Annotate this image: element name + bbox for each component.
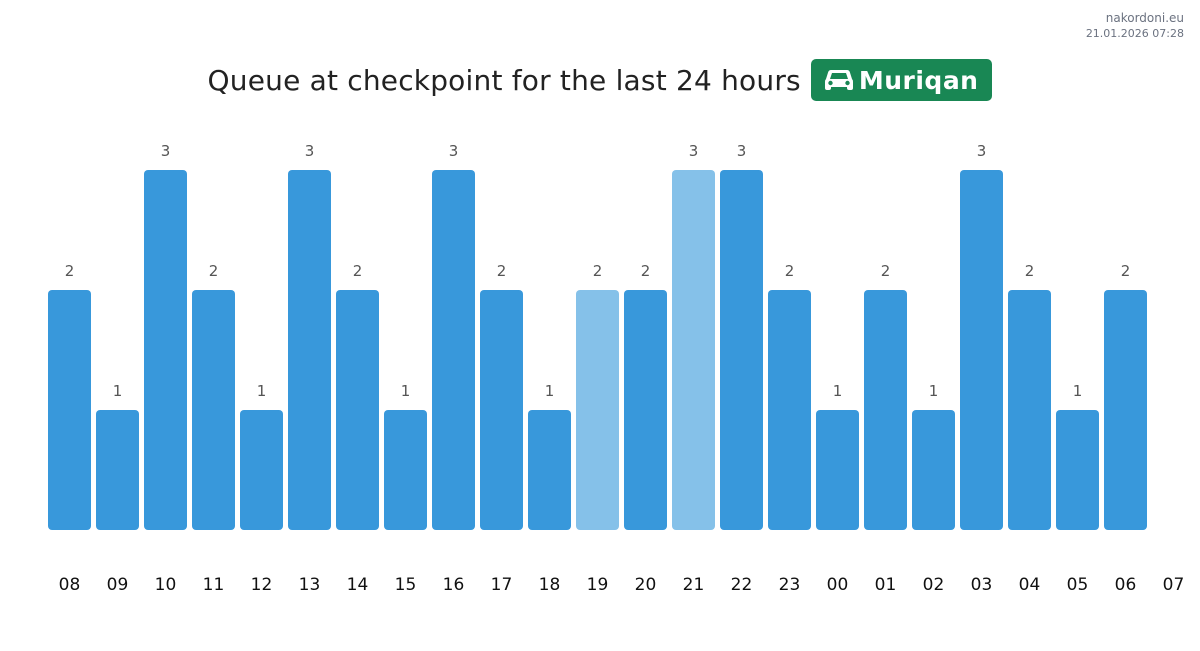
bar-value-label: 3 (449, 142, 459, 160)
x-tick-label: 15 (395, 575, 417, 595)
x-tick-label: 07 (1163, 575, 1185, 595)
bar-12 (240, 410, 283, 530)
x-tick-label: 23 (779, 575, 801, 595)
bar-16 (432, 170, 475, 530)
bar-21 (672, 170, 715, 530)
bar-14 (336, 290, 379, 530)
bar-11 (192, 290, 235, 530)
bar-09 (96, 410, 139, 530)
bar-20 (624, 290, 667, 530)
bar-08 (48, 290, 91, 530)
bar-13 (288, 170, 331, 530)
x-tick-label: 20 (635, 575, 657, 595)
bar-value-label: 3 (977, 142, 987, 160)
bar-06 (1104, 290, 1147, 530)
x-tick-label: 13 (299, 575, 321, 595)
bar-value-label: 1 (401, 382, 411, 400)
bar-18 (528, 410, 571, 530)
bar-15 (384, 410, 427, 530)
x-tick-label: 10 (155, 575, 177, 595)
bar-10 (144, 170, 187, 530)
bar-value-label: 2 (881, 262, 891, 280)
bar-value-label: 1 (257, 382, 267, 400)
bar-23 (768, 290, 811, 530)
bar-value-label: 2 (497, 262, 507, 280)
bar-value-label: 2 (65, 262, 75, 280)
x-tick-label: 06 (1115, 575, 1137, 595)
bar-17 (480, 290, 523, 530)
bar-05 (1056, 410, 1099, 530)
x-tick-label: 03 (971, 575, 993, 595)
x-tick-label: 18 (539, 575, 561, 595)
bar-19 (576, 290, 619, 530)
bar-value-label: 2 (353, 262, 363, 280)
x-tick-label: 16 (443, 575, 465, 595)
bar-value-label: 3 (737, 142, 747, 160)
bar-value-label: 1 (545, 382, 555, 400)
watermark: nakordoni.eu 21.01.2026 07:28 (1086, 10, 1184, 42)
bar-value-label: 2 (785, 262, 795, 280)
x-tick-label: 12 (251, 575, 273, 595)
bar-value-label: 3 (689, 142, 699, 160)
checkpoint-name: Muriqan (858, 65, 979, 95)
x-tick-label: 11 (203, 575, 225, 595)
x-tick-label: 17 (491, 575, 513, 595)
bar-02 (912, 410, 955, 530)
bar-22 (720, 170, 763, 530)
bar-value-label: 1 (1073, 382, 1083, 400)
x-tick-label: 01 (875, 575, 897, 595)
chart-title: Queue at checkpoint for the last 24 hour… (207, 63, 801, 97)
chart-header: Queue at checkpoint for the last 24 hour… (0, 58, 1200, 102)
x-tick-label: 04 (1019, 575, 1041, 595)
watermark-timestamp: 21.01.2026 07:28 (1085, 27, 1184, 40)
bar-value-label: 1 (833, 382, 843, 400)
x-tick-label: 02 (923, 575, 945, 595)
x-tick-label: 21 (683, 575, 705, 595)
bar-value-label: 2 (1121, 262, 1131, 280)
checkpoint-badge: Muriqan (810, 59, 993, 101)
bar-value-label: 3 (161, 142, 171, 160)
x-tick-label: 09 (107, 575, 129, 595)
bar-value-label: 2 (1025, 262, 1035, 280)
x-tick-label: 14 (347, 575, 369, 595)
bar-value-label: 2 (641, 262, 651, 280)
x-tick-label: 00 (827, 575, 849, 595)
bar-value-label: 1 (113, 382, 123, 400)
bar-00 (816, 410, 859, 530)
x-tick-label: 22 (731, 575, 753, 595)
bar-value-label: 3 (305, 142, 315, 160)
x-tick-label: 05 (1067, 575, 1089, 595)
bar-01 (864, 290, 907, 530)
bar-value-label: 2 (209, 262, 219, 280)
bar-value-label: 1 (929, 382, 939, 400)
bar-value-label: 2 (593, 262, 603, 280)
watermark-site: nakordoni.eu (1105, 11, 1184, 25)
bar-04 (1008, 290, 1051, 530)
x-tick-label: 08 (59, 575, 81, 595)
x-tick-label: 19 (587, 575, 609, 595)
bar-03 (960, 170, 1003, 530)
car-icon (824, 70, 853, 90)
